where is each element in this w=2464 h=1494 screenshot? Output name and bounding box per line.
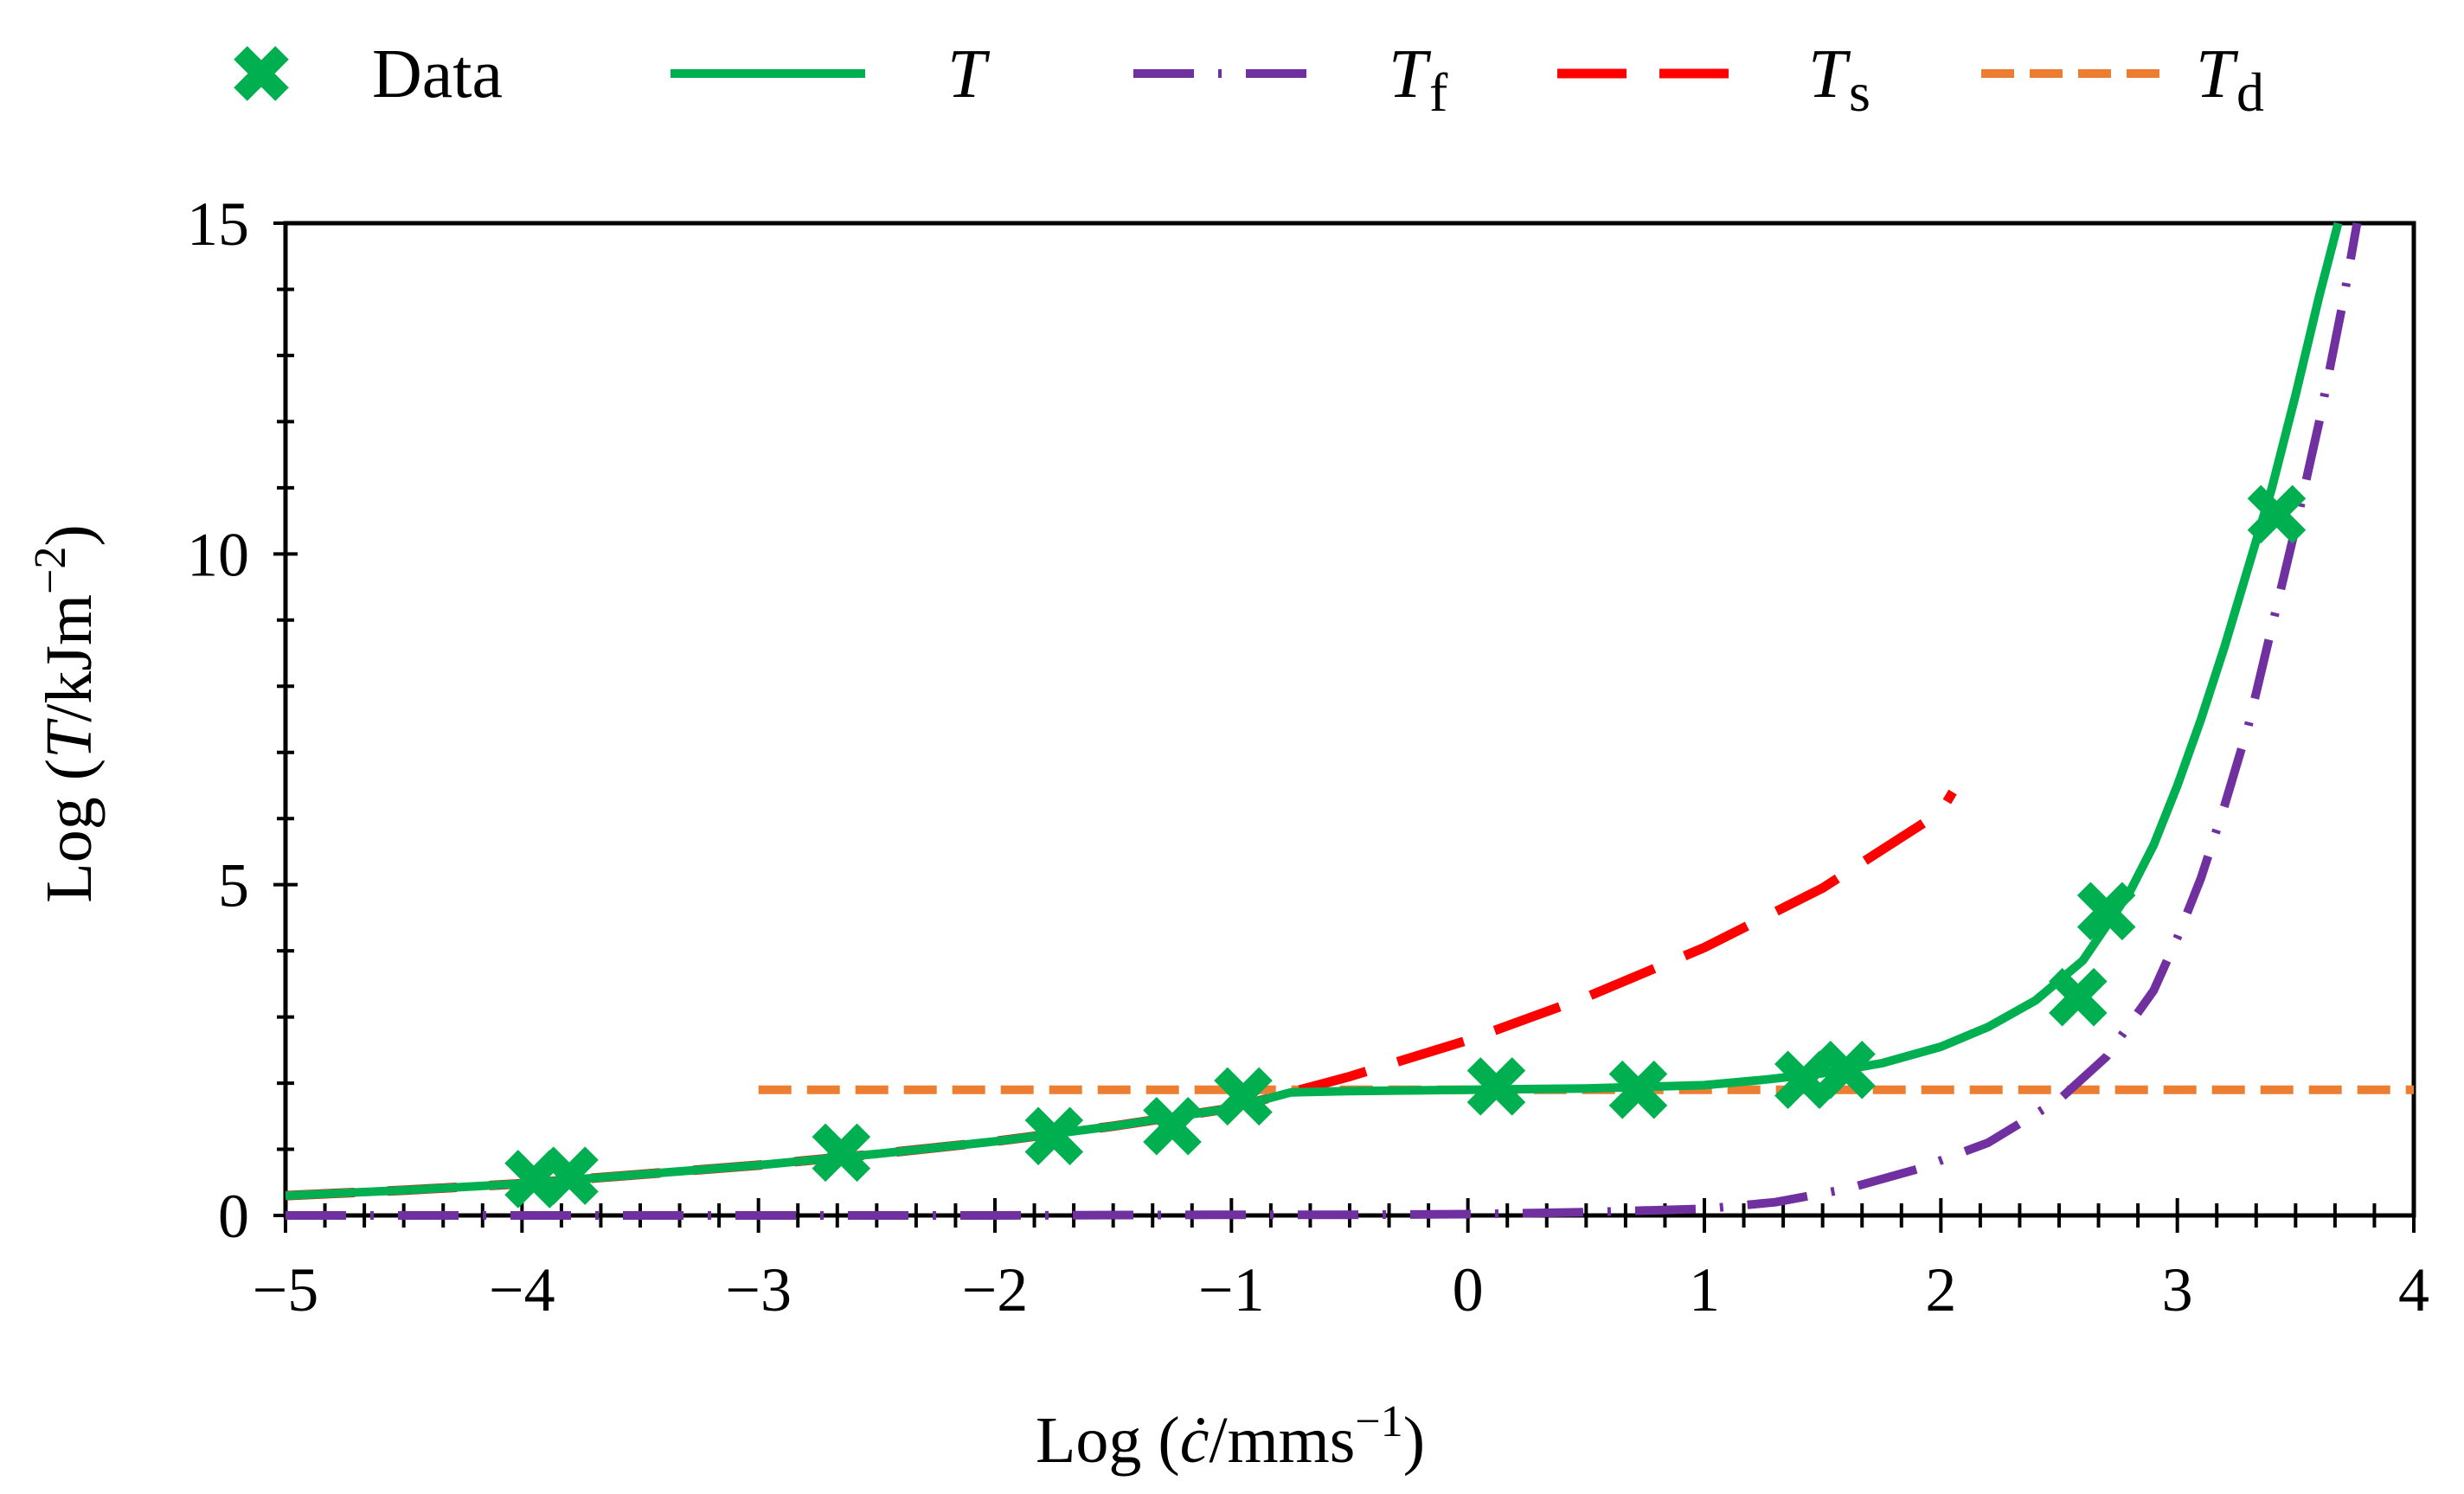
x-tick-label: 1 — [1689, 1255, 1720, 1324]
x-axis-title-suffix: /mms — [1209, 1404, 1355, 1477]
x-tick-label: 4 — [2398, 1255, 2429, 1324]
y-axis-title-sup: −2 — [26, 547, 75, 594]
series-line-Tf — [286, 222, 2362, 1220]
x-tick-label: −2 — [962, 1255, 1029, 1324]
y-axis-title-var: T — [33, 718, 106, 759]
y-tick-label: 5 — [218, 851, 249, 920]
legend-sub-Ts: s — [1849, 61, 1870, 123]
x-tick-label: 2 — [1925, 1255, 1956, 1324]
series-line-T — [285, 221, 2343, 1201]
x-axis-title-prefix: Log ( — [1036, 1404, 1180, 1477]
x-tick-label: −4 — [489, 1255, 555, 1324]
x-axis-title: Log (ċ/mms−1) — [1036, 1397, 1425, 1477]
x-axis-title-close: ) — [1403, 1404, 1425, 1477]
y-tick-label: 10 — [187, 520, 249, 589]
data-point-marker — [1024, 1106, 1084, 1166]
series-layer — [285, 221, 2414, 1220]
x-tick-label: 0 — [1453, 1255, 1484, 1324]
legend-label-Ts: T — [1808, 36, 1851, 112]
legend: Data T T f T s T d — [234, 36, 2264, 123]
x-axis-title-sup: −1 — [1355, 1397, 1402, 1446]
legend-label-Td: T — [2196, 36, 2239, 112]
legend-data-cross-icon — [234, 46, 289, 101]
y-axis-title-prefix: Log ( — [33, 759, 106, 903]
x-tick-label: −3 — [725, 1255, 792, 1324]
x-tick-labels: −5 −4 −3 −2 −1 0 1 2 3 4 — [253, 1255, 2429, 1324]
data-point-marker — [1817, 1040, 1876, 1100]
y-axis-title: Log (T/kJm−2) — [26, 524, 106, 902]
data-point-marker — [1774, 1050, 1833, 1110]
data-point-marker — [1214, 1067, 1273, 1126]
data-point-marker — [2049, 967, 2108, 1027]
y-tick-label: 0 — [218, 1182, 249, 1251]
x-tick-label: 3 — [2162, 1255, 2193, 1324]
data-point-marker — [2247, 484, 2307, 544]
legend-data-marker — [234, 46, 289, 101]
data-points — [504, 484, 2307, 1209]
y-tick-label: 15 — [187, 189, 249, 259]
legend-sub-Td: d — [2236, 61, 2264, 123]
data-point-marker — [1466, 1057, 1526, 1116]
legend-label-T: T — [947, 36, 991, 112]
data-point-marker — [812, 1123, 871, 1183]
legend-label-data: Data — [372, 36, 503, 112]
y-tick-labels: 0 5 10 15 — [187, 189, 249, 1251]
legend-sub-Tf: f — [1429, 61, 1448, 123]
x-tick-label: −5 — [253, 1255, 319, 1324]
data-point-marker — [2076, 882, 2136, 941]
x-tick-label: −1 — [1198, 1255, 1265, 1324]
series-line-Ts — [285, 789, 1957, 1201]
data-point-marker — [1608, 1060, 1668, 1119]
x-axis-title-var: ċ — [1180, 1404, 1210, 1477]
data-point-marker — [1143, 1096, 1202, 1156]
legend-label-Tf: T — [1389, 36, 1432, 112]
data-point-marker — [540, 1146, 599, 1205]
y-axis-title-close: ) — [33, 524, 106, 546]
y-axis-title-suffix: /kJm — [33, 594, 106, 722]
